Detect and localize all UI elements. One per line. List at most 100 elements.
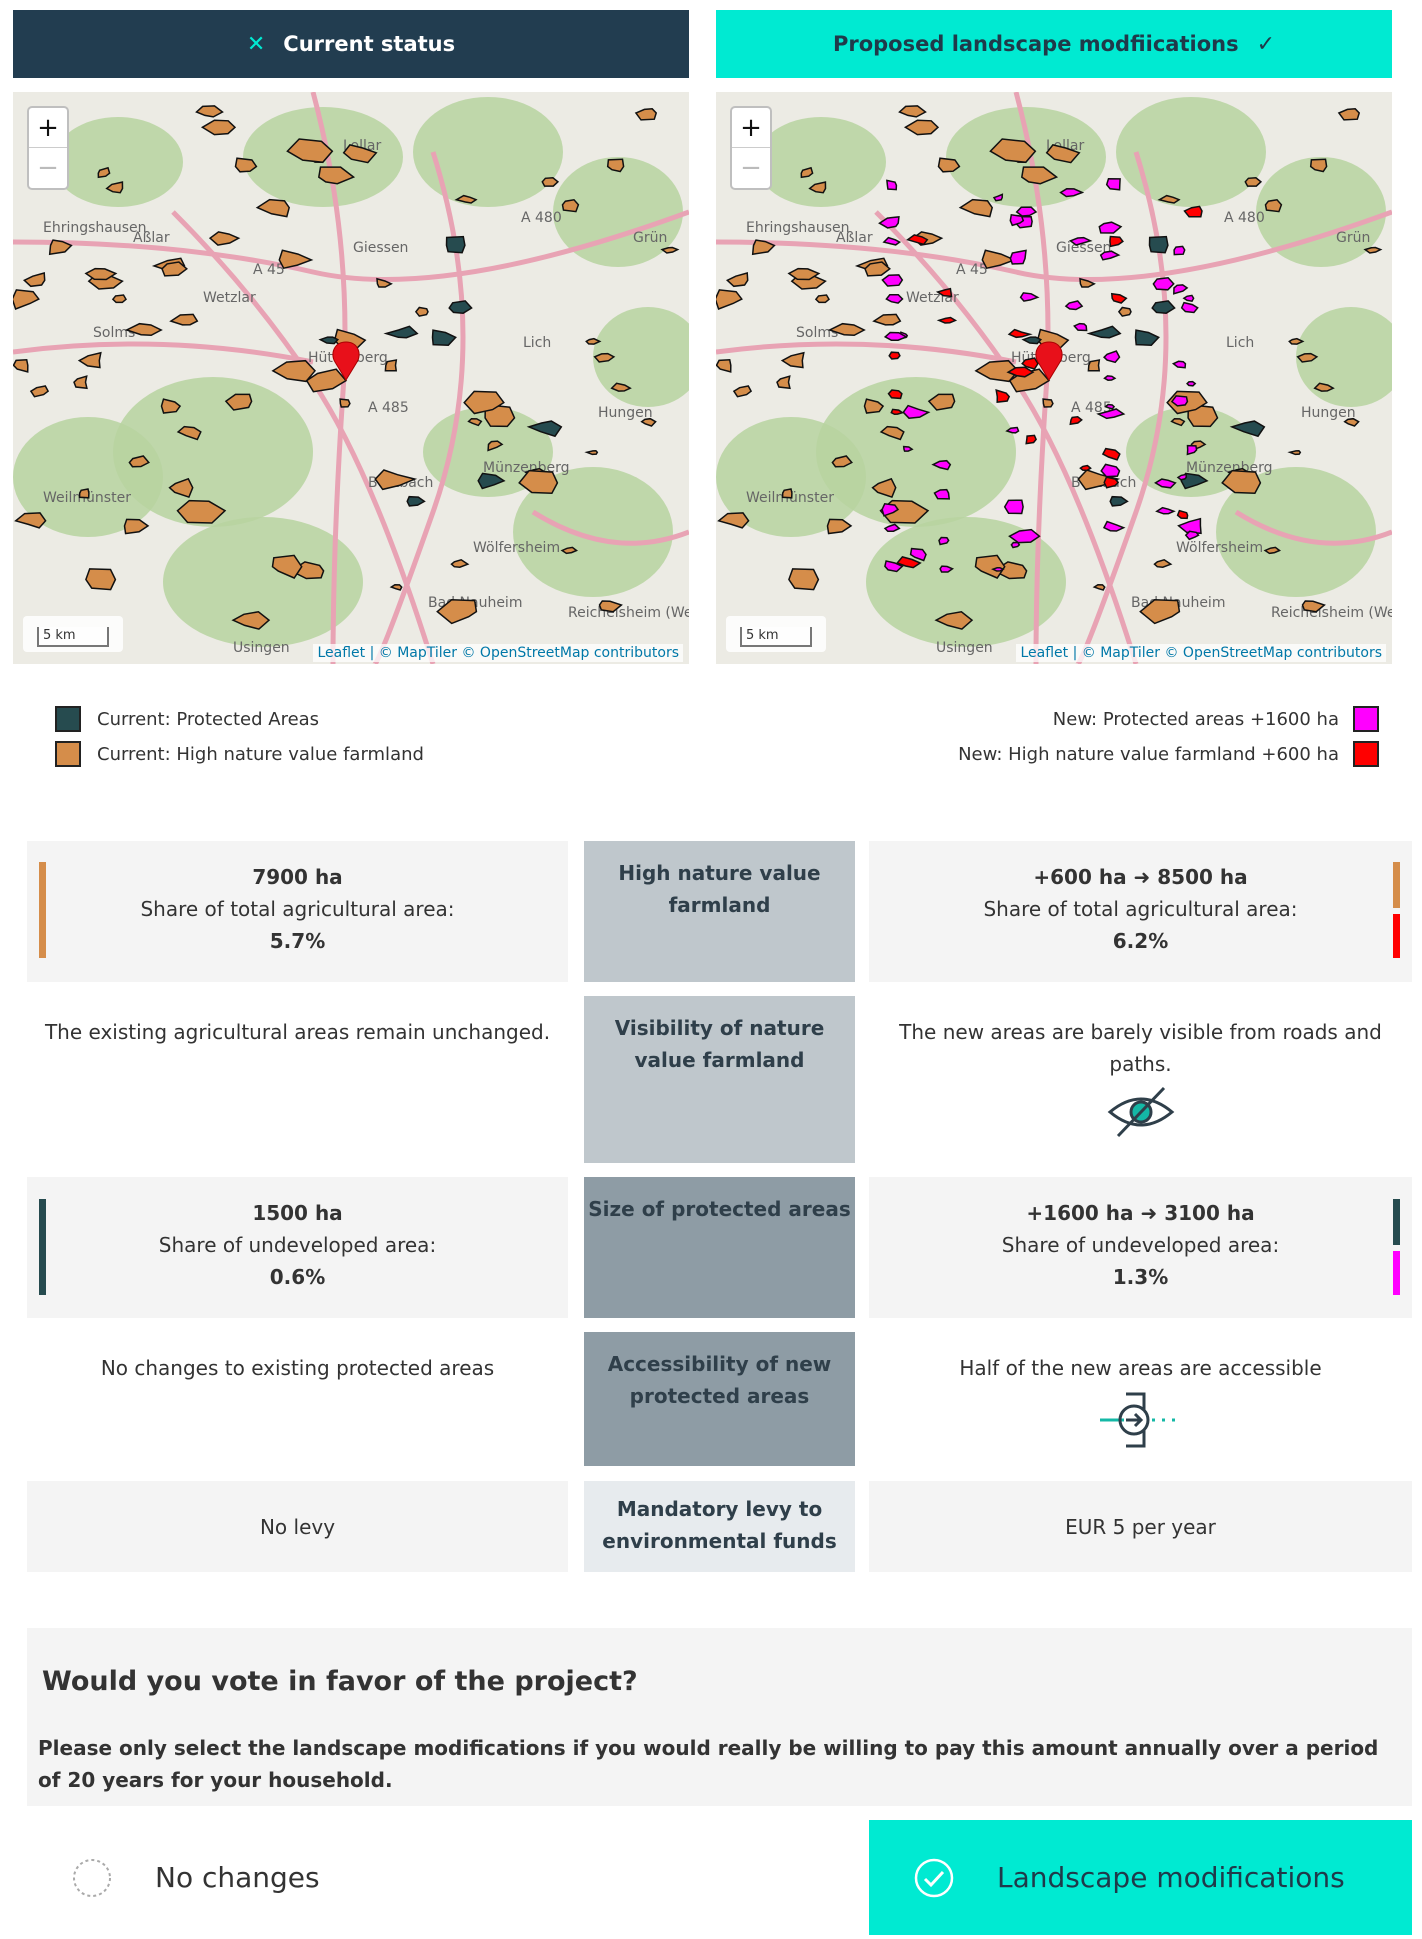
- map-area: [1109, 235, 1124, 248]
- map-area: [1180, 472, 1209, 490]
- legend-new-protected: New: Protected areas +1600 ha: [1053, 706, 1379, 732]
- map-area: [561, 198, 580, 213]
- map-area: [1098, 221, 1123, 234]
- map-area: [383, 325, 419, 339]
- forest-area: [1216, 467, 1376, 597]
- map-area: [161, 261, 188, 277]
- map-area: [885, 293, 904, 304]
- map-area: [634, 108, 658, 121]
- map-area: [29, 385, 50, 398]
- map-area: [606, 158, 625, 173]
- new-accessibility-text: Half of the new areas are accessible: [959, 1356, 1322, 1380]
- map-area: [1103, 350, 1121, 364]
- map-area: [1186, 444, 1198, 456]
- map-area: [406, 495, 426, 507]
- zoom-in-button[interactable]: +: [732, 108, 770, 148]
- vote-panel: Would you vote in favor of the project? …: [27, 1628, 1412, 1806]
- new-farmland-share-label: Share of total agricultural area:: [983, 897, 1298, 921]
- current-farmland-share: 5.7%: [269, 929, 326, 953]
- current-protected-share: 0.6%: [269, 1265, 326, 1289]
- proposed-modifications-label: Proposed landscape modfiications: [832, 32, 1239, 56]
- map-area: [1229, 420, 1266, 438]
- map-area: [78, 488, 90, 499]
- map-area: [448, 300, 473, 314]
- map-area: [1003, 499, 1024, 515]
- proposed-modifications-header[interactable]: Proposed landscape modfiications ✓: [716, 10, 1392, 78]
- map-area: [903, 119, 940, 136]
- option-no-changes[interactable]: No changes: [27, 1820, 567, 1935]
- radio-checked-icon[interactable]: [913, 1857, 955, 1899]
- map-area: [1264, 198, 1283, 213]
- zoom-out-button[interactable]: −: [37, 153, 59, 183]
- map-area: [176, 425, 202, 441]
- map-area: [231, 611, 271, 630]
- map-attribution[interactable]: Leaflet | © MapTiler © OpenStreetMap con…: [313, 644, 683, 662]
- scale-bar: 5 km: [726, 616, 826, 652]
- map-area: [14, 512, 47, 529]
- map-area: [176, 499, 227, 524]
- road: [13, 341, 314, 365]
- map-area: [938, 536, 950, 546]
- map-area: [1176, 473, 1187, 481]
- map-area: [1086, 325, 1122, 339]
- map-area: [1151, 300, 1176, 314]
- map-area: [1068, 236, 1093, 246]
- option-landscape-modifications[interactable]: Landscape modifications: [869, 1820, 1412, 1935]
- map-area: [1343, 417, 1360, 427]
- map-area: [716, 289, 743, 310]
- map-attribution[interactable]: Leaflet | © MapTiler © OpenStreetMap con…: [1016, 644, 1386, 662]
- map-area: [1157, 194, 1181, 204]
- map-area: [717, 512, 750, 529]
- criterion-farmland: High nature value farmland: [584, 841, 855, 982]
- legend-swatch: [55, 741, 81, 767]
- map-area: [584, 450, 599, 456]
- map-area: [1077, 469, 1121, 491]
- map-area: [1182, 294, 1195, 303]
- map-area: [454, 194, 478, 204]
- current-visibility-text: The existing agricultural areas remain u…: [44, 1020, 551, 1044]
- map-area: [1180, 301, 1199, 314]
- vote-question: Would you vote in favor of the project?: [42, 1666, 638, 1697]
- map-area: [939, 565, 955, 573]
- radio-unchecked-icon[interactable]: [71, 1857, 113, 1899]
- map-area: [927, 393, 956, 411]
- zoom-control: + −: [27, 106, 69, 190]
- map-area: [909, 547, 927, 562]
- legend-current-farmland: Current: High nature value farmland: [55, 741, 424, 767]
- zoom-in-button[interactable]: +: [29, 108, 67, 148]
- proposed-map[interactable]: Lollar Ehringshausen Aßlar Wetzlar Solms Gies…: [716, 92, 1392, 664]
- map-area: [111, 294, 127, 304]
- map-area: [864, 261, 891, 277]
- map-marker-icon[interactable]: [332, 341, 360, 381]
- forest-area: [413, 97, 563, 207]
- scale-bar: 5 km: [23, 616, 123, 652]
- map-area: [1117, 306, 1132, 317]
- forest-area: [756, 117, 886, 207]
- map-area: [339, 398, 351, 408]
- current-levy-cell: No levy: [27, 1481, 568, 1572]
- current-status-header[interactable]: ✕ Current status: [13, 10, 689, 78]
- legend-current-protected: Current: Protected Areas: [55, 706, 319, 732]
- map-area: [1100, 463, 1121, 478]
- current-visibility-cell: The existing agricultural areas remain u…: [27, 996, 568, 1163]
- map-area: [22, 272, 46, 288]
- legend-label: New: Protected areas +1600 ha: [1052, 708, 1339, 730]
- current-farmland-share-label: Share of total agricultural area:: [140, 897, 455, 921]
- current-map[interactable]: Lollar Ehringshausen Aßlar Wetzlar Solms Gies…: [13, 92, 689, 664]
- map-area: [389, 584, 403, 591]
- map-area: [725, 272, 749, 288]
- new-protected-value: +1600 ha ➜ 3100 ha: [1026, 1201, 1255, 1225]
- map-marker-icon[interactable]: [1035, 341, 1063, 381]
- map-area: [902, 404, 931, 419]
- map-area: [1099, 250, 1121, 261]
- map-tiles: LollarEhringshausenAßlarWetzlarSolmsGies…: [13, 92, 689, 664]
- map-area: [933, 488, 951, 500]
- map-area: [271, 359, 317, 383]
- map-area: [895, 556, 922, 569]
- map-area: [1025, 434, 1037, 445]
- zoom-out-button[interactable]: −: [740, 153, 762, 183]
- map-area: [1110, 292, 1128, 304]
- map-area: [445, 235, 466, 254]
- map-area: [1103, 476, 1120, 489]
- map-area: [879, 425, 905, 441]
